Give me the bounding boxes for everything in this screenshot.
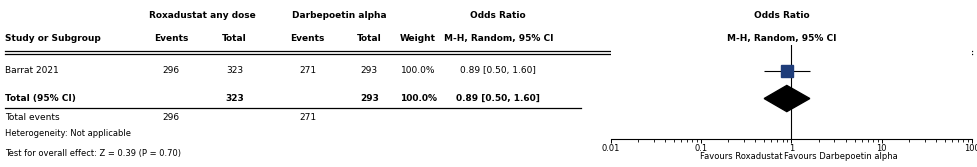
Text: Events: Events: [290, 34, 325, 43]
Text: M-H, Random, 95% CI: M-H, Random, 95% CI: [444, 34, 553, 43]
Text: Heterogeneity: Not applicable: Heterogeneity: Not applicable: [5, 129, 131, 138]
Text: Events: Events: [153, 34, 189, 43]
Text: 100.0%: 100.0%: [400, 94, 437, 103]
Text: 293: 293: [360, 94, 379, 103]
Text: 271: 271: [299, 113, 317, 122]
Text: 296: 296: [162, 66, 180, 75]
Text: M-H, Random, 95% CI: M-H, Random, 95% CI: [727, 34, 836, 43]
Text: 323: 323: [225, 94, 244, 103]
Text: Total events: Total events: [5, 113, 60, 122]
Text: 296: 296: [162, 113, 180, 122]
Text: 323: 323: [226, 66, 243, 75]
Text: 0.89 [0.50, 1.60]: 0.89 [0.50, 1.60]: [456, 94, 540, 103]
Text: Odds Ratio: Odds Ratio: [471, 11, 526, 20]
Text: Darbepoetin alpha: Darbepoetin alpha: [292, 11, 386, 20]
Text: Total (95% CI): Total (95% CI): [5, 94, 76, 103]
Text: 271: 271: [299, 66, 317, 75]
Text: Barrat 2021: Barrat 2021: [5, 66, 59, 75]
Text: Test for overall effect: Z = 0.39 (P = 0.70): Test for overall effect: Z = 0.39 (P = 0…: [5, 149, 181, 158]
Text: 293: 293: [361, 66, 378, 75]
Text: Total: Total: [222, 34, 247, 43]
Text: Study or Subgroup: Study or Subgroup: [5, 34, 101, 43]
Polygon shape: [764, 86, 810, 112]
Text: Favours Darbepoetin alpha: Favours Darbepoetin alpha: [784, 152, 898, 161]
Text: Roxadustat any dose: Roxadustat any dose: [149, 11, 256, 20]
Text: Odds Ratio: Odds Ratio: [754, 11, 809, 20]
Text: Favours Roxadustat: Favours Roxadustat: [701, 152, 783, 161]
Text: 0.89 [0.50, 1.60]: 0.89 [0.50, 1.60]: [460, 66, 536, 75]
Text: Total: Total: [357, 34, 382, 43]
Text: Weight: Weight: [401, 34, 436, 43]
Text: 100.0%: 100.0%: [401, 66, 436, 75]
